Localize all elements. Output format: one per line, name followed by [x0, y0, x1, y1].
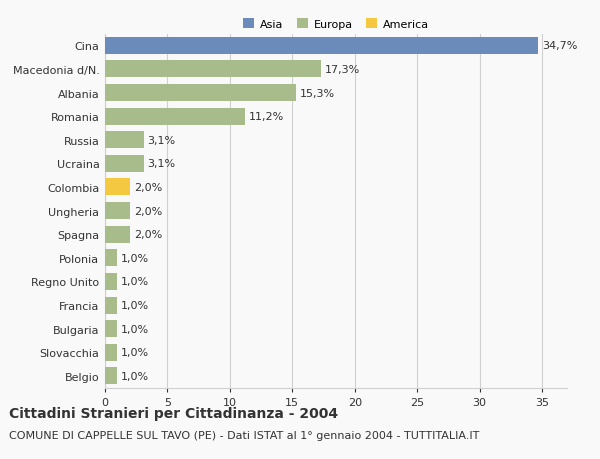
- Bar: [105, 368, 118, 385]
- Text: 34,7%: 34,7%: [542, 41, 577, 51]
- Text: 2,0%: 2,0%: [134, 183, 162, 193]
- Text: 11,2%: 11,2%: [248, 112, 284, 122]
- Legend: Asia, Europa, America: Asia, Europa, America: [241, 17, 431, 32]
- Text: 1,0%: 1,0%: [121, 347, 149, 358]
- Bar: [105, 156, 144, 173]
- Text: 2,0%: 2,0%: [134, 230, 162, 240]
- Bar: [105, 62, 321, 78]
- Bar: [105, 132, 144, 149]
- Bar: [105, 320, 118, 337]
- Bar: [105, 203, 130, 219]
- Text: 3,1%: 3,1%: [148, 135, 176, 146]
- Text: 1,0%: 1,0%: [121, 300, 149, 310]
- Bar: [105, 85, 296, 102]
- Text: 1,0%: 1,0%: [121, 253, 149, 263]
- Text: 2,0%: 2,0%: [134, 206, 162, 216]
- Bar: [105, 179, 130, 196]
- Text: Cittadini Stranieri per Cittadinanza - 2004: Cittadini Stranieri per Cittadinanza - 2…: [9, 406, 338, 420]
- Bar: [105, 108, 245, 125]
- Bar: [105, 250, 118, 267]
- Text: 1,0%: 1,0%: [121, 371, 149, 381]
- Bar: [105, 226, 130, 243]
- Bar: [105, 297, 118, 314]
- Text: COMUNE DI CAPPELLE SUL TAVO (PE) - Dati ISTAT al 1° gennaio 2004 - TUTTITALIA.IT: COMUNE DI CAPPELLE SUL TAVO (PE) - Dati …: [9, 431, 479, 441]
- Text: 17,3%: 17,3%: [325, 65, 360, 75]
- Bar: [105, 274, 118, 290]
- Text: 1,0%: 1,0%: [121, 277, 149, 287]
- Text: 1,0%: 1,0%: [121, 324, 149, 334]
- Bar: [105, 344, 118, 361]
- Text: 3,1%: 3,1%: [148, 159, 176, 169]
- Bar: [105, 38, 538, 55]
- Text: 15,3%: 15,3%: [300, 88, 335, 98]
